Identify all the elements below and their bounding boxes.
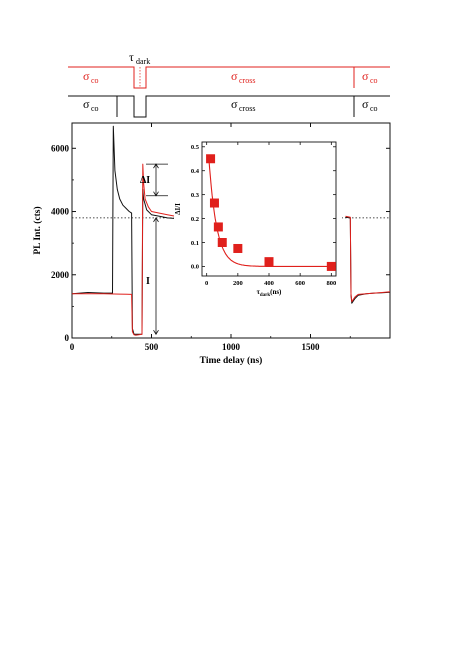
black-sigma-cross: σ (231, 97, 238, 111)
x-tick-label: 1500 (302, 342, 321, 352)
inset-x-tick-label: 0 (205, 280, 208, 287)
inset-y-tick-label: 0.5 (191, 144, 200, 151)
inset-data-point (326, 261, 336, 271)
black-sigma-co-right-sub: co (370, 104, 378, 113)
y-tick-label: 6000 (51, 143, 70, 153)
inset-data-point (209, 198, 219, 208)
y-tick-label: 0 (65, 333, 70, 343)
delta-i-arrowhead-up (153, 163, 159, 169)
inset-data-point (233, 243, 243, 253)
x-tick-label: 1000 (222, 342, 241, 352)
delta-i-label: ΔI (140, 175, 150, 186)
timing-diagram: τ dark σ co σ cross σ co σ co σ cross σ … (68, 50, 390, 118)
inset-y-tick-label: 0.0 (191, 264, 199, 271)
y-axis-label: PL Int. (cts) (32, 206, 43, 254)
red-trace (72, 163, 181, 336)
red-trace (345, 215, 391, 303)
inset-plot: 0 200 400 600 800 0.0 0.1 0.2 0.3 0.4 0.5 τdark(ns)… (174, 138, 342, 300)
black-sigma-co-left-sub: co (91, 104, 99, 113)
i-arrowhead-up (153, 217, 159, 223)
inset-data-point (206, 154, 216, 164)
red-sigma-co-right: σ (362, 69, 369, 83)
tau-dark-label: τ dark (129, 50, 150, 66)
inset-x-tick-label: 800 (326, 280, 336, 287)
black-trace (345, 216, 391, 304)
inset-x-tick-label: 600 (295, 280, 305, 287)
red-sigma-co-left-sub: co (91, 76, 99, 85)
x-tick-label: 0 (70, 342, 75, 352)
inset-y-tick-label: 0.2 (191, 216, 199, 223)
y-tick-label: 4000 (51, 207, 70, 217)
y-tick-label: 2000 (51, 270, 70, 280)
red-row-labels: σ co σ cross σ co (83, 69, 378, 85)
inset-data-point (213, 222, 223, 232)
inset-x-tick-label: 400 (264, 280, 274, 287)
i-arrowhead-down (153, 329, 159, 335)
inset-data-point (217, 238, 227, 247)
i-label: I (146, 276, 150, 287)
inset-fit-curve (208, 160, 332, 267)
red-sigma-cross: σ (231, 69, 238, 83)
red-pulse-line (68, 66, 390, 89)
black-row-labels: σ co σ cross σ co (83, 97, 378, 113)
x-axis-label: Time delay (ns) (200, 355, 263, 366)
inset-x-axis-label: τdark(ns) (257, 288, 282, 298)
inset-y-tick-label: 0.3 (191, 192, 200, 199)
tau-symbol: τ (129, 50, 134, 64)
inset-data-point (264, 257, 274, 267)
inset-y-tick-label: 0.4 (191, 168, 200, 175)
black-sigma-co-right: σ (362, 97, 369, 111)
inset-y-tick-label: 0.1 (191, 240, 199, 247)
red-sigma-co-left: σ (83, 69, 90, 83)
black-sigma-cross-sub: cross (239, 104, 255, 113)
inset-y-axis-label: ΔI/I (174, 203, 182, 215)
black-pulse-line (68, 95, 390, 118)
inset-x-tick-label: 200 (233, 280, 243, 287)
black-sigma-co-left: σ (83, 97, 90, 111)
x-tick-label: 500 (145, 342, 159, 352)
black-trace (71, 125, 181, 335)
delta-i-arrowhead-down (153, 191, 159, 197)
tau-subscript: dark (136, 57, 150, 66)
red-sigma-cross-sub: cross (239, 76, 255, 85)
red-sigma-co-right-sub: co (370, 76, 378, 85)
